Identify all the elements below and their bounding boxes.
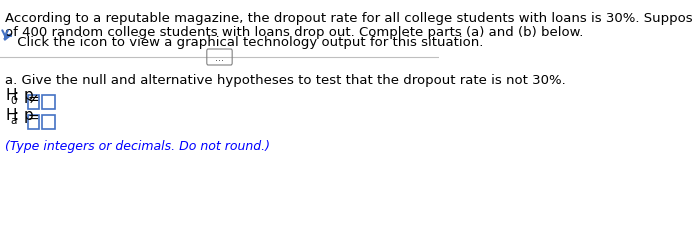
Text: H: H bbox=[5, 108, 17, 122]
FancyBboxPatch shape bbox=[42, 96, 55, 109]
FancyBboxPatch shape bbox=[207, 50, 233, 66]
Text: : p: : p bbox=[14, 108, 34, 122]
Text: =: = bbox=[28, 112, 39, 125]
FancyBboxPatch shape bbox=[28, 116, 39, 129]
Text: a. Give the null and alternative hypotheses to test that the dropout rate is not: a. Give the null and alternative hypothe… bbox=[5, 74, 566, 87]
Text: of 400 random college students with loans drop out. Complete parts (a) and (b) b: of 400 random college students with loan… bbox=[5, 26, 583, 39]
Text: Click the icon to view a graphical technology output for this situation.: Click the icon to view a graphical techn… bbox=[12, 36, 483, 49]
Text: According to a reputable magazine, the dropout rate for all college students wit: According to a reputable magazine, the d… bbox=[5, 12, 692, 25]
Text: ...: ... bbox=[215, 53, 224, 63]
FancyBboxPatch shape bbox=[28, 96, 39, 109]
FancyBboxPatch shape bbox=[42, 116, 55, 129]
Text: 0: 0 bbox=[10, 96, 17, 106]
Text: H: H bbox=[5, 88, 17, 103]
Text: (Type integers or decimals. Do not round.): (Type integers or decimals. Do not round… bbox=[5, 139, 270, 152]
Text: : p: : p bbox=[14, 88, 34, 103]
Text: ≠: ≠ bbox=[28, 92, 39, 106]
Text: a: a bbox=[10, 116, 17, 125]
